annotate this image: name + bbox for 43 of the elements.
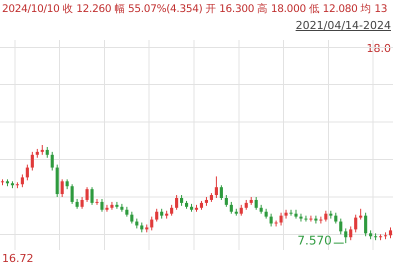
- candlestick: [270, 213, 273, 227]
- candlestick: [50, 151, 54, 172]
- candlestick: [90, 186, 94, 206]
- candlestick: [135, 218, 138, 229]
- chart-title: 2024/10/10 收 12.260 幅 55.07%(4.354) 开 16.300 高 18.000 低 12.080 均 13: [2, 2, 388, 16]
- chart-subtitle: 2021/04/14-2024: [296, 19, 391, 32]
- candlestick: [160, 208, 164, 220]
- candlestick: [354, 214, 358, 233]
- candlestick: [70, 184, 74, 204]
- candlestick: [140, 222, 144, 233]
- candlestick: [40, 144, 44, 156]
- annotation: 7.570: [297, 233, 332, 248]
- candlestick: [80, 196, 84, 210]
- candlestick: [364, 212, 368, 237]
- candlestick: [130, 211, 134, 224]
- candlestick: [180, 194, 184, 206]
- candlestick: [20, 174, 24, 188]
- candlestick: [240, 204, 243, 216]
- candlestick: [349, 226, 352, 241]
- text: 16.72: [2, 252, 34, 265]
- candlestick: [30, 151, 34, 172]
- candlestick: [388, 226, 392, 239]
- candlestick: [324, 210, 328, 222]
- candlestick: [155, 208, 158, 222]
- candlestick: [230, 201, 233, 214]
- candlestick: [244, 199, 248, 210]
- candlestick: [280, 212, 283, 226]
- candlestick: [359, 208, 362, 220]
- candlestick: [334, 212, 338, 224]
- candlestick: [26, 164, 29, 181]
- candlestick: [339, 218, 342, 235]
- candlestick: [220, 184, 223, 200]
- candlestick: [85, 186, 89, 202]
- candlestick: [46, 146, 49, 158]
- candlestick: [214, 176, 218, 198]
- candlestick: [100, 198, 104, 212]
- candlestick: [76, 198, 79, 210]
- candlestick: [150, 216, 154, 231]
- candlestick: [224, 194, 228, 208]
- candlestick: [60, 178, 64, 198]
- candlestick: [254, 196, 258, 210]
- candlestick: [175, 194, 178, 210]
- candlestick: [264, 208, 268, 220]
